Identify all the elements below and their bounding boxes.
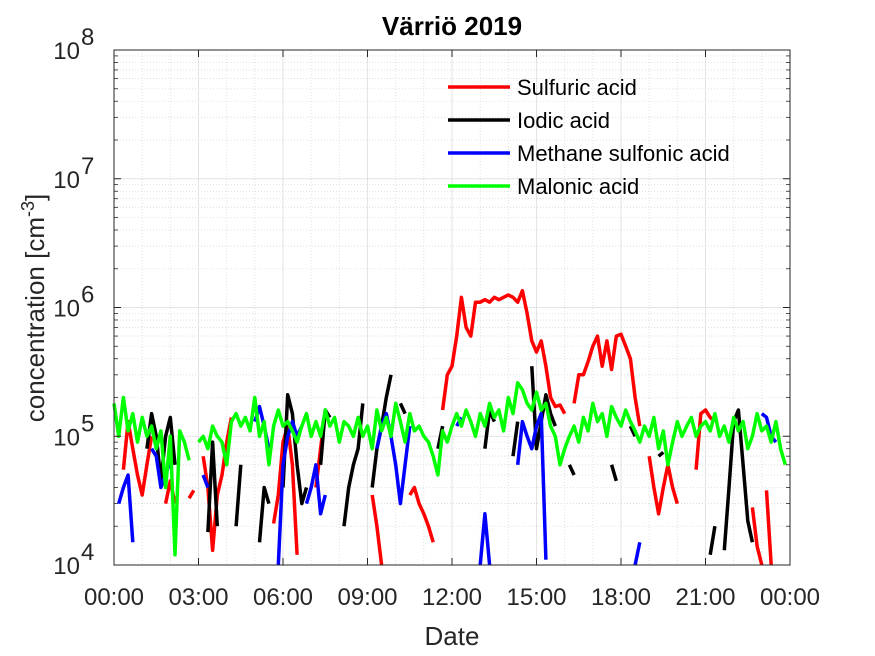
series-line-iodic-acid <box>628 425 637 438</box>
x-tick-label: 18:00 <box>591 584 651 611</box>
legend-label-sulfuric-acid: Sulfuric acid <box>517 75 637 100</box>
x-axis-ticks: 00:00 03:00 06:00 09:00 12:00 15:00 18:00 21:00… <box>84 50 820 611</box>
series-line-sulfuric-acid <box>750 507 764 566</box>
series-line-iodic-acid <box>567 464 576 476</box>
series-line-iodic-acid <box>657 450 665 458</box>
series-line-iodic-acid <box>342 403 365 527</box>
y-tick-exponent: 4 <box>81 539 94 566</box>
series-line-iodic-acid <box>398 402 407 415</box>
series-line-iodic-acid <box>234 464 243 527</box>
x-tick-label: 03:00 <box>168 584 228 611</box>
x-tick-label: 00:00 <box>84 584 144 611</box>
series-line-iodic-acid <box>609 464 618 482</box>
y-tick-base: 10 <box>53 553 80 580</box>
x-tick-label: 21:00 <box>675 584 735 611</box>
y-tick-label: 10 <box>53 296 80 323</box>
series-line-malonic-acid <box>197 381 787 477</box>
series-line-sulfuric-acid <box>572 332 642 427</box>
series-line-iodic-acid <box>206 440 220 533</box>
series-line-methane-sulfonic-acid <box>117 473 135 543</box>
series-line-sulfuric-acid <box>764 490 773 566</box>
y-tick-exponent: 5 <box>81 410 94 437</box>
y-tick-label: 10 <box>53 424 80 451</box>
series-line-malonic-acid <box>112 395 191 557</box>
y-tick-exponent: 8 <box>81 24 94 51</box>
series-line-iodic-acid <box>511 421 520 457</box>
x-tick-label: 00:00 <box>760 584 820 611</box>
series-line-iodic-acid <box>722 408 755 551</box>
legend-label-iodic-acid: Iodic acid <box>517 108 610 133</box>
series-line-sulfuric-acid <box>647 455 679 516</box>
x-axis-label: Date <box>425 621 480 651</box>
chart-title: Värriö 2019 <box>382 11 522 41</box>
y-tick-base: 10 <box>53 167 80 194</box>
y-axis-label-main: concentration [cm <box>20 217 50 422</box>
x-tick-label: 06:00 <box>253 584 313 611</box>
x-tick-label: 09:00 <box>337 584 397 611</box>
y-axis-label-suffix: ] <box>20 194 50 201</box>
series-line-iodic-acid <box>257 485 271 543</box>
series-line-sulfuric-acid <box>370 494 384 566</box>
legend-label-malonic-acid: Malonic acid <box>517 174 639 199</box>
y-tick-exponent: 7 <box>81 153 94 180</box>
legend: Sulfuric acid Iodic acid Methane sulfonic … <box>448 75 730 199</box>
y-tick-exponent: 6 <box>81 282 94 309</box>
y-tick-base: 10 <box>53 296 80 323</box>
y-axis-label: concentration [cm-3] <box>18 194 50 422</box>
y-axis-label-exponent: -3 <box>18 201 38 217</box>
series-lines <box>112 288 787 566</box>
series-line-methane-sulfonic-acid <box>304 463 327 516</box>
y-tick-label: 10 <box>53 167 80 194</box>
series-line-methane-sulfonic-acid <box>201 474 210 489</box>
series-line-sulfuric-acid <box>440 288 567 415</box>
y-tick-base: 10 <box>53 38 80 65</box>
x-tick-label: 15:00 <box>506 584 566 611</box>
series-line-iodic-acid <box>708 525 717 556</box>
series-line-methane-sulfonic-acid <box>633 541 642 566</box>
series-malonic-acid <box>112 381 787 557</box>
y-tick-base: 10 <box>53 424 80 451</box>
series-line-methane-sulfonic-acid <box>478 512 492 566</box>
y-tick-label: 10 <box>53 553 80 580</box>
legend-label-methane-sulfonic-acid: Methane sulfonic acid <box>517 141 730 166</box>
series-line-sulfuric-acid <box>408 485 435 543</box>
y-tick-label: 10 <box>53 38 80 65</box>
series-line-methane-sulfonic-acid <box>515 411 548 560</box>
x-tick-label: 12:00 <box>422 584 482 611</box>
series-line-sulfuric-acid <box>187 489 196 500</box>
